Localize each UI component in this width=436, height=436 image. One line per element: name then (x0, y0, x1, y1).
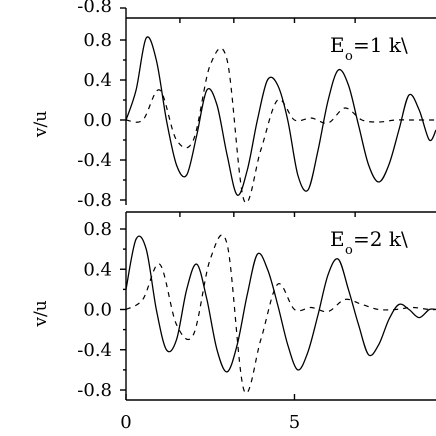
series-line-1-solid (125, 36, 436, 196)
annotation-main-1: E (330, 33, 345, 57)
annotation-rest-1: =1 k\ (353, 33, 408, 57)
ylabel-2: v/u (31, 300, 51, 327)
ytick-label-1-4: 0.8 (83, 30, 112, 51)
ytick-label-2-3: 0.4 (83, 259, 112, 280)
ytick-label-2-0: -0.8 (77, 380, 112, 401)
ytick-label-cut: -0.8 (77, 0, 112, 17)
series-line-1-dashed (125, 47, 436, 204)
annotation-main-2: E (330, 227, 345, 251)
xtick-label-0: 0 (120, 412, 131, 433)
ytick-label-1-3: 0.4 (83, 70, 112, 91)
annotation-sub-1: o (345, 49, 353, 64)
series-line-2-solid (125, 235, 436, 373)
ytick-label-1-2: 0.0 (83, 110, 112, 131)
annotation-rest-2: =2 k\ (353, 227, 408, 251)
xtick-label-1: 5 (289, 412, 300, 433)
annotation-sub-2: o (345, 243, 353, 258)
ytick-label-1-1: -0.4 (77, 150, 112, 171)
ytick-label-2-4: 0.8 (83, 219, 112, 240)
ytick-label-2-2: 0.0 (83, 300, 112, 321)
ylabel-1: v/u (31, 111, 51, 138)
ytick-label-2-1: -0.4 (77, 340, 112, 361)
series-line-2-dashed (125, 234, 436, 394)
ytick-label-1-0: -0.8 (77, 190, 112, 211)
